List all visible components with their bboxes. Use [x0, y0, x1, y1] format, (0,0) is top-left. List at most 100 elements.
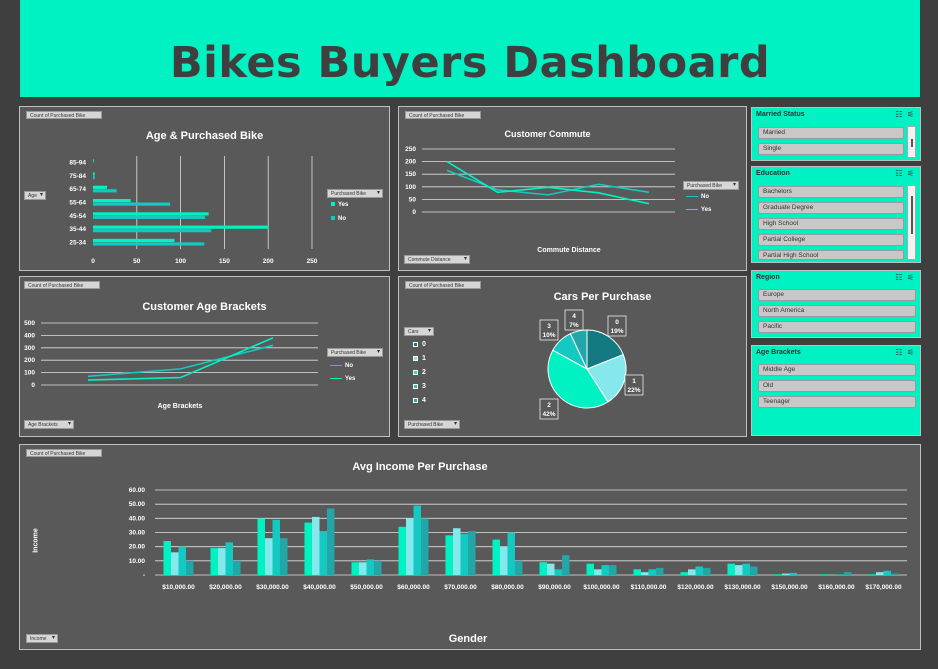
multi-select-icon[interactable]: ☷	[895, 273, 903, 282]
pie-label-category: 1	[632, 378, 636, 385]
income-bar	[500, 546, 508, 575]
income-bar	[774, 574, 782, 575]
brackets-x-label: Age Brackets	[157, 403, 203, 410]
brackets-chart-panel[interactable]: Count of Purchased Bike Customer Age Bra…	[19, 276, 390, 437]
multi-select-icon[interactable]: ☷	[895, 169, 903, 178]
income-bar	[319, 531, 327, 575]
commute-line-yes	[446, 160, 650, 205]
cars-field-filter[interactable]: Cars	[404, 327, 434, 336]
brackets-line-no	[87, 344, 274, 378]
legend-label: 3	[422, 383, 426, 390]
slicer-item-europe[interactable]: Europe	[758, 289, 916, 301]
commute-chart-value-tag[interactable]: Count of Purchased Bike	[405, 111, 481, 119]
income-bar	[171, 552, 179, 575]
clear-filter-icon[interactable]: ⚟	[906, 273, 914, 282]
brackets-legend-filter[interactable]: Purchased Bike	[327, 348, 383, 357]
age-bar-chart: 0 50 100 150 200 250 25-34 35-44 45-54 55-64 65-74…	[69, 156, 318, 265]
slicer-item-bachelors[interactable]: Bachelors	[758, 186, 904, 198]
multi-select-icon[interactable]: ☷	[895, 348, 903, 357]
slicer-item-partial-high-school[interactable]: Partial High School	[758, 250, 904, 260]
multi-select-icon[interactable]: ☷	[895, 110, 903, 119]
cars-legend-item[interactable]: 0	[413, 340, 426, 354]
slicer-item-old[interactable]: Old	[758, 380, 916, 392]
cars-legend-item[interactable]: 3	[413, 382, 426, 396]
brackets-axis-filter[interactable]: Age Brackets	[24, 420, 74, 429]
brackets-chart-value-tag[interactable]: Count of Purchased Bike	[24, 281, 100, 289]
income-bar	[492, 539, 500, 575]
region-slicer-title: Region	[756, 274, 780, 281]
age-x-tick: 0	[91, 258, 95, 265]
slicer-item-north-america[interactable]: North America	[758, 305, 916, 317]
age-bar-yes	[93, 172, 95, 176]
income-bar	[210, 548, 218, 575]
slicer-item-graduate-degree[interactable]: Graduate Degree	[758, 202, 904, 214]
region-slicer[interactable]: Region ☷ ⚟ Europe North America Pacific	[751, 270, 921, 338]
slicer-item-high-school[interactable]: High School	[758, 218, 904, 230]
age-chart-panel[interactable]: Count of Purchased Bike Age & Purchased …	[19, 106, 390, 271]
slicer-item-partial-college[interactable]: Partial College	[758, 234, 904, 246]
commute-y-tick: 0	[412, 209, 416, 216]
age-bar-yes	[93, 238, 175, 243]
income-bar	[727, 563, 735, 575]
pie-label-category: 3	[547, 323, 551, 330]
income-axis-filter[interactable]: Income	[26, 634, 58, 643]
brackets-y-tick: 500	[24, 320, 35, 327]
income-x-tick: $10,000.00	[162, 584, 195, 591]
income-x-tick: $100,000.00	[583, 584, 620, 591]
pie-label-box	[564, 309, 584, 331]
legend-swatch	[413, 369, 418, 375]
income-bar	[782, 573, 790, 575]
slicer-item-middle-age[interactable]: Middle Age	[758, 364, 916, 376]
clear-filter-icon[interactable]: ⚟	[906, 348, 914, 357]
age-legend-filter[interactable]: Purchased Bike	[327, 189, 383, 198]
education-scroll-thumb[interactable]	[911, 196, 913, 234]
married-scroll-thumb[interactable]	[911, 139, 913, 147]
income-x-label: Gender	[448, 633, 488, 645]
pie-label-percent: 22%	[627, 387, 640, 394]
slicer-item-married[interactable]: Married	[758, 127, 904, 139]
dashboard-title: Bikes Buyers Dashboard	[169, 38, 771, 88]
education-slicer-scrollbar[interactable]	[907, 185, 916, 260]
income-bar	[703, 567, 711, 575]
married-status-slicer[interactable]: Married Status ☷ ⚟ Married Single	[751, 107, 921, 161]
income-chart-panel[interactable]: Count of Purchased Bike Avg Income Per P…	[19, 444, 921, 650]
income-bar	[883, 570, 891, 575]
brackets-y-tick: 100	[24, 370, 35, 377]
cars-chart-value-tag[interactable]: Count of Purchased Bike	[405, 281, 481, 289]
commute-legend-no-label: No	[701, 194, 709, 200]
commute-chart-panel[interactable]: Count of Purchased Bike Customer Commute…	[398, 106, 747, 271]
slicer-item-single[interactable]: Single	[758, 143, 904, 155]
slicer-item-pacific[interactable]: Pacific	[758, 321, 916, 333]
brackets-line-chart: 0 100 200 300 400 500	[24, 320, 318, 389]
income-bar	[374, 560, 382, 575]
income-x-tick: $90,000.00	[538, 584, 571, 591]
commute-legend-filter[interactable]: Purchased Bike	[683, 181, 739, 190]
age-chart-value-tag[interactable]: Count of Purchased Bike	[26, 111, 102, 119]
education-slicer[interactable]: Education ☷ ⚟ Bachelors Graduate Degree …	[751, 166, 921, 263]
cars-legend-item[interactable]: 1	[413, 354, 426, 368]
income-bar	[648, 569, 656, 575]
pie-label-box	[624, 374, 644, 396]
slicer-item-teenager[interactable]: Teenager	[758, 396, 916, 408]
age-legend-yes-label: Yes	[338, 202, 349, 208]
cars-legend-item[interactable]: 4	[413, 396, 426, 410]
income-bar	[821, 574, 829, 575]
income-chart-value-tag[interactable]: Count of Purchased Bike	[26, 449, 102, 457]
income-y-tick: 60.00	[129, 487, 146, 494]
age-x-tick: 100	[175, 258, 186, 265]
income-bar	[789, 572, 797, 575]
clear-filter-icon[interactable]: ⚟	[906, 169, 914, 178]
married-slicer-scrollbar[interactable]	[907, 126, 916, 158]
cars-pie-chart: 0 19% 1 22% 2 42% 3 10% 4 7%	[539, 309, 644, 420]
income-bar	[359, 562, 367, 575]
commute-axis-filter[interactable]: Commute Distance	[404, 255, 470, 264]
income-bar	[351, 562, 359, 575]
clear-filter-icon[interactable]: ⚟	[906, 110, 914, 119]
income-bar	[398, 526, 406, 575]
age-brackets-slicer[interactable]: Age Brackets ☷ ⚟ Middle Age Old Teenager	[751, 345, 921, 436]
cars-axis-filter[interactable]: Purchased Bike	[404, 420, 460, 429]
cars-chart-panel[interactable]: Count of Purchased Bike Cars Per Purchas…	[398, 276, 747, 437]
age-row-filter[interactable]: Age	[24, 191, 46, 200]
cars-legend-item[interactable]: 2	[413, 368, 426, 382]
age-chart-title: Age & Purchased Bike	[145, 130, 264, 142]
